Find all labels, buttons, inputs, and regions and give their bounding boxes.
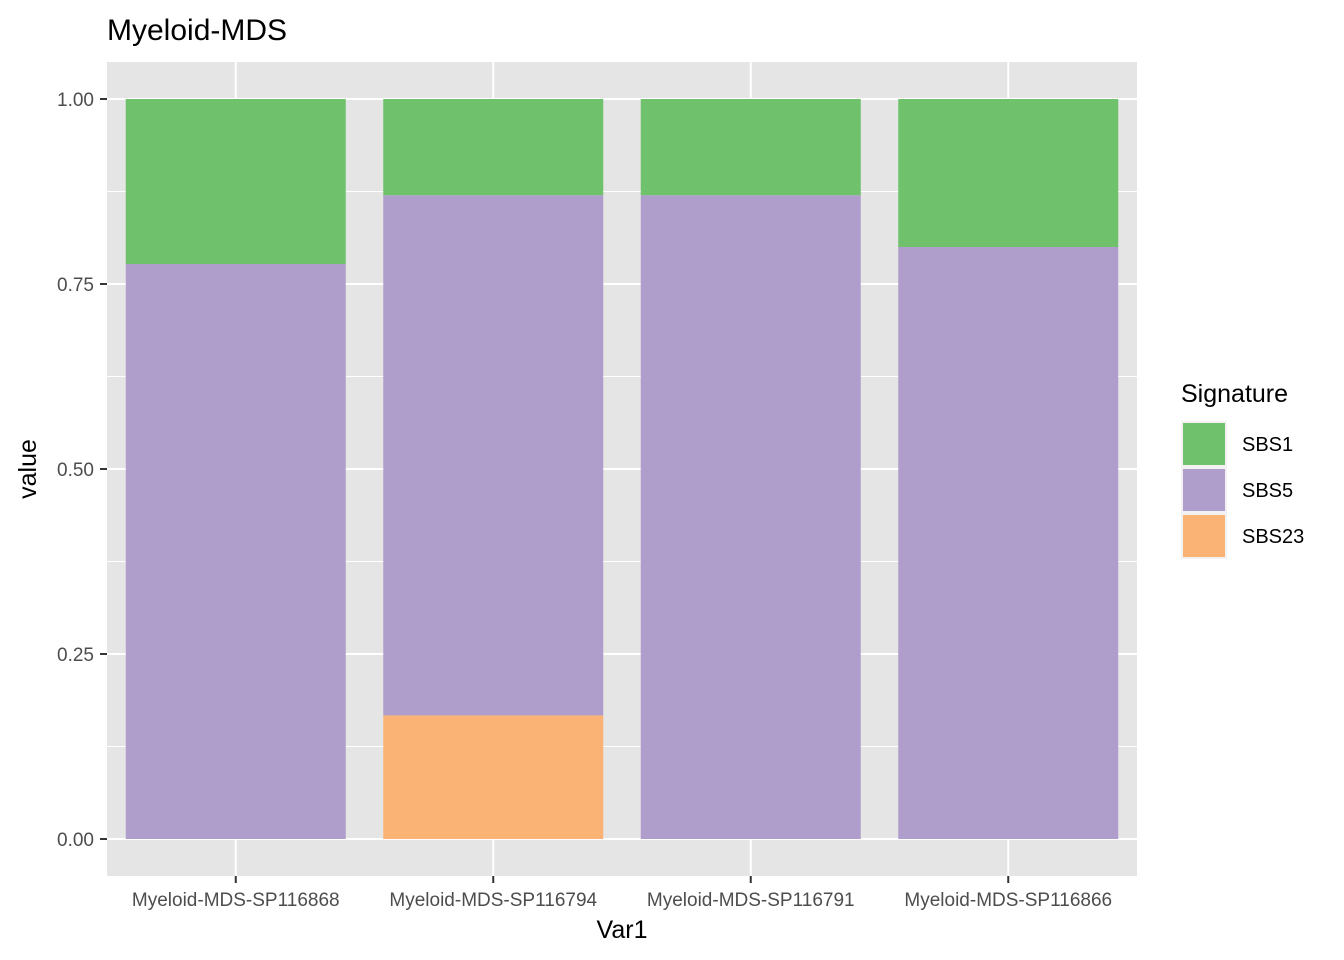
bar-sbs5 <box>125 264 346 839</box>
y-axis-title: value <box>14 439 42 499</box>
bar-sbs1 <box>125 99 346 265</box>
x-axis: Myeloid-MDS-SP116868 Myeloid-MDS-SP116794… <box>132 876 1112 911</box>
bar-sbs1 <box>898 99 1119 247</box>
legend-label-sbs1: SBS1 <box>1242 434 1293 456</box>
y-tick-label: 0.25 <box>57 645 94 666</box>
legend-swatch-sbs1 <box>1183 423 1225 465</box>
bar-sbs23 <box>383 715 604 839</box>
legend-label-sbs5: SBS5 <box>1242 480 1293 502</box>
y-tick-label: 0.00 <box>57 830 94 851</box>
y-tick-label: 1.00 <box>57 90 94 111</box>
bar-sbs5 <box>383 195 604 716</box>
legend-swatch-sbs23 <box>1183 515 1225 557</box>
y-tick-label: 0.50 <box>57 460 94 481</box>
x-tick-label: Myeloid-MDS-SP116791 <box>647 890 855 911</box>
x-tick-label: Myeloid-MDS-SP116868 <box>132 890 340 911</box>
bar-sbs5 <box>898 247 1119 839</box>
x-tick-label: Myeloid-MDS-SP116794 <box>389 890 597 911</box>
x-tick-label: Myeloid-MDS-SP116866 <box>904 890 1112 911</box>
bar-sbs1 <box>640 99 861 196</box>
legend-swatch-sbs5 <box>1183 469 1225 511</box>
legend-title: Signature <box>1181 380 1288 408</box>
legend: Signature SBS1 SBS5 SBS23 <box>1181 380 1304 559</box>
legend-label-sbs23: SBS23 <box>1242 526 1304 548</box>
y-axis: 0.00 0.25 0.50 0.75 1.00 <box>57 90 107 851</box>
chart-title: Myeloid-MDS <box>107 14 287 47</box>
bar-sbs5 <box>640 195 861 839</box>
x-axis-title: Var1 <box>597 916 648 944</box>
bars <box>125 99 1119 839</box>
y-tick-label: 0.75 <box>57 275 94 296</box>
bar-sbs1 <box>383 99 604 196</box>
